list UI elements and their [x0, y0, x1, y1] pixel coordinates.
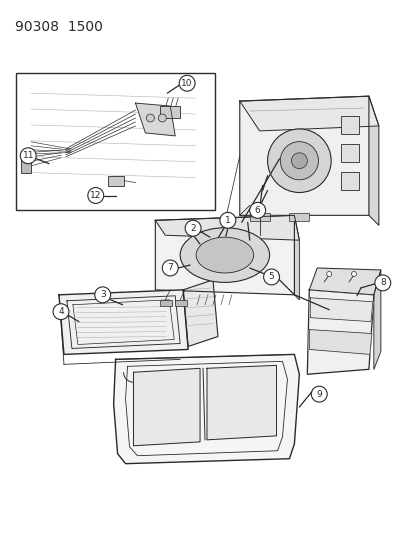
- Bar: [16, 74, 214, 211]
- Circle shape: [291, 153, 306, 168]
- Polygon shape: [155, 215, 294, 295]
- Circle shape: [162, 260, 178, 276]
- Polygon shape: [183, 280, 217, 346]
- Polygon shape: [59, 290, 188, 354]
- Polygon shape: [133, 368, 199, 446]
- Bar: [107, 175, 123, 185]
- Text: 10: 10: [181, 79, 192, 88]
- Circle shape: [326, 271, 331, 277]
- Bar: [160, 300, 172, 306]
- Text: 3: 3: [100, 290, 105, 300]
- Text: 11: 11: [22, 151, 34, 160]
- Bar: [160, 106, 180, 118]
- Polygon shape: [373, 270, 380, 369]
- Ellipse shape: [180, 228, 269, 282]
- Text: 4: 4: [58, 307, 64, 316]
- Circle shape: [280, 142, 318, 180]
- Bar: [175, 300, 187, 306]
- Text: 7: 7: [167, 263, 173, 272]
- Circle shape: [179, 75, 195, 91]
- Text: 9: 9: [316, 390, 321, 399]
- Ellipse shape: [196, 237, 253, 273]
- Circle shape: [146, 114, 154, 122]
- Circle shape: [53, 304, 69, 320]
- Bar: [289, 213, 309, 221]
- Circle shape: [95, 287, 110, 303]
- Polygon shape: [206, 365, 276, 440]
- Circle shape: [311, 386, 326, 402]
- Circle shape: [267, 129, 330, 192]
- Bar: [340, 144, 358, 161]
- Circle shape: [374, 275, 390, 291]
- Polygon shape: [368, 96, 378, 225]
- Text: 8: 8: [379, 278, 385, 287]
- Polygon shape: [309, 268, 380, 295]
- Circle shape: [185, 220, 201, 236]
- Polygon shape: [294, 215, 299, 300]
- Polygon shape: [155, 215, 299, 240]
- Polygon shape: [309, 329, 371, 354]
- Polygon shape: [239, 96, 378, 131]
- Text: 12: 12: [90, 191, 101, 200]
- Circle shape: [88, 188, 103, 204]
- Text: 5: 5: [268, 272, 274, 281]
- Circle shape: [20, 148, 36, 164]
- Bar: [340, 116, 358, 134]
- Circle shape: [351, 271, 356, 277]
- Bar: [340, 172, 358, 190]
- Polygon shape: [310, 298, 372, 321]
- Text: 90308  1500: 90308 1500: [15, 20, 103, 34]
- Text: 2: 2: [190, 224, 195, 233]
- Circle shape: [219, 212, 235, 228]
- Text: 6: 6: [254, 206, 260, 215]
- Polygon shape: [135, 103, 175, 136]
- Polygon shape: [306, 290, 373, 374]
- Text: 1: 1: [224, 216, 230, 225]
- Polygon shape: [239, 96, 368, 215]
- Polygon shape: [113, 354, 299, 464]
- Bar: [21, 153, 31, 173]
- Bar: [249, 213, 269, 221]
- Circle shape: [249, 203, 265, 219]
- Circle shape: [263, 269, 279, 285]
- Circle shape: [158, 114, 166, 122]
